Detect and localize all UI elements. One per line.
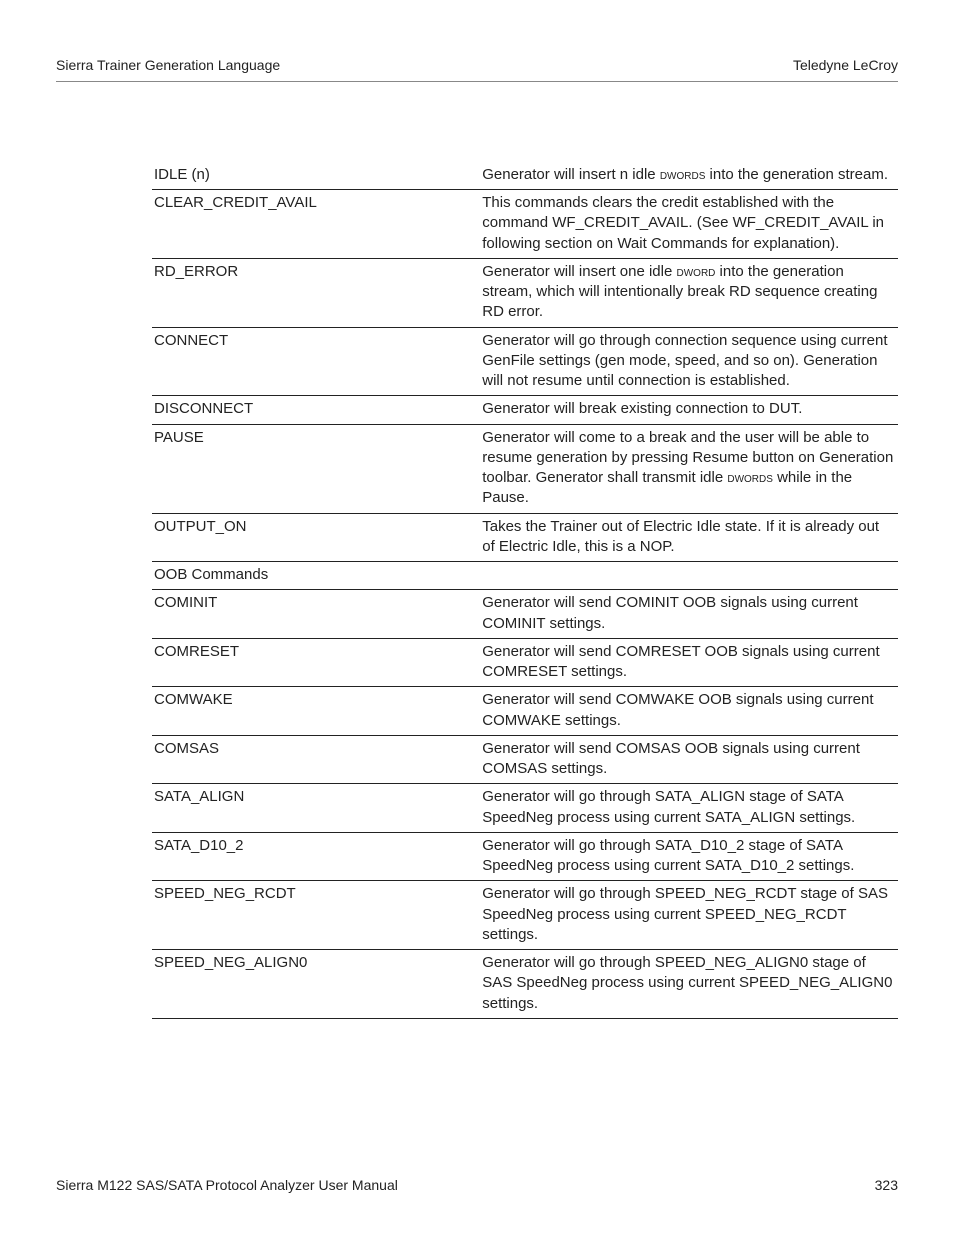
table-bottom-rule — [152, 1018, 898, 1019]
description-cell: Generator will insert one idle dword int… — [480, 258, 898, 327]
command-cell: COMSAS — [152, 735, 480, 784]
command-cell: RD_ERROR — [152, 258, 480, 327]
header-left: Sierra Trainer Generation Language — [56, 56, 280, 75]
description-cell — [480, 562, 898, 590]
footer-left: Sierra M122 SAS/SATA Protocol Analyzer U… — [56, 1176, 398, 1195]
command-cell: OOB Commands — [152, 562, 480, 590]
table-row: COMWAKEGenerator will send COMWAKE OOB s… — [152, 687, 898, 736]
table-row: RD_ERRORGenerator will insert one idle d… — [152, 258, 898, 327]
command-cell: IDLE (n) — [152, 162, 480, 190]
desc-smallcaps: dword — [677, 264, 716, 280]
command-cell: COMINIT — [152, 590, 480, 639]
desc-text: Generator will insert one idle — [482, 263, 676, 280]
description-cell: Takes the Trainer out of Electric Idle s… — [480, 513, 898, 562]
command-cell: CONNECT — [152, 327, 480, 396]
description-cell: Generator will go through connection seq… — [480, 327, 898, 396]
description-cell: Generator will break existing connection… — [480, 396, 898, 424]
table-row: OOB Commands — [152, 562, 898, 590]
table-row: CONNECTGenerator will go through connect… — [152, 327, 898, 396]
desc-text: into the generation stream. — [705, 166, 888, 183]
footer-page-number: 323 — [875, 1176, 898, 1195]
table-row: SATA_ALIGNGenerator will go through SATA… — [152, 784, 898, 833]
table-row: PAUSEGenerator will come to a break and … — [152, 424, 898, 513]
command-cell: CLEAR_CREDIT_AVAIL — [152, 190, 480, 259]
description-cell: Generator will go through SATA_D10_2 sta… — [480, 832, 898, 881]
command-cell: SPEED_NEG_ALIGN0 — [152, 950, 480, 1019]
description-cell: Generator will send COMSAS OOB signals u… — [480, 735, 898, 784]
page: Sierra Trainer Generation Language Teled… — [0, 0, 954, 1235]
description-cell: Generator will come to a break and the u… — [480, 424, 898, 513]
content-area: IDLE (n)Generator will insert n idle dwo… — [56, 162, 898, 1146]
description-cell: Generator will go through SPEED_NEG_RCDT… — [480, 881, 898, 950]
description-cell: This commands clears the credit establis… — [480, 190, 898, 259]
description-cell: Generator will send COMRESET OOB signals… — [480, 638, 898, 687]
description-cell: Generator will send COMWAKE OOB signals … — [480, 687, 898, 736]
page-footer: Sierra M122 SAS/SATA Protocol Analyzer U… — [56, 1146, 898, 1195]
command-cell: SATA_ALIGN — [152, 784, 480, 833]
table-row: COMRESETGenerator will send COMRESET OOB… — [152, 638, 898, 687]
command-cell: SATA_D10_2 — [152, 832, 480, 881]
description-cell: Generator will go through SPEED_NEG_ALIG… — [480, 950, 898, 1019]
description-cell: Generator will insert n idle dwords into… — [480, 162, 898, 190]
table-row: DISCONNECTGenerator will break existing … — [152, 396, 898, 424]
table-row: COMINITGenerator will send COMINIT OOB s… — [152, 590, 898, 639]
desc-smallcaps: dwords — [660, 167, 706, 183]
header-right: Teledyne LeCroy — [793, 56, 898, 75]
table-row: SPEED_NEG_ALIGN0Generator will go throug… — [152, 950, 898, 1019]
desc-text: Generator will insert n idle — [482, 166, 660, 183]
command-cell: DISCONNECT — [152, 396, 480, 424]
description-cell: Generator will go through SATA_ALIGN sta… — [480, 784, 898, 833]
page-header: Sierra Trainer Generation Language Teled… — [56, 56, 898, 82]
table-row: CLEAR_CREDIT_AVAILThis commands clears t… — [152, 190, 898, 259]
command-cell: COMWAKE — [152, 687, 480, 736]
command-cell: PAUSE — [152, 424, 480, 513]
table-row: COMSASGenerator will send COMSAS OOB sig… — [152, 735, 898, 784]
table-row: OUTPUT_ONTakes the Trainer out of Electr… — [152, 513, 898, 562]
desc-smallcaps: dwords — [727, 470, 773, 486]
table-row: IDLE (n)Generator will insert n idle dwo… — [152, 162, 898, 190]
command-table: IDLE (n)Generator will insert n idle dwo… — [152, 162, 898, 1019]
command-cell: COMRESET — [152, 638, 480, 687]
command-cell: OUTPUT_ON — [152, 513, 480, 562]
table-row: SPEED_NEG_RCDTGenerator will go through … — [152, 881, 898, 950]
description-cell: Generator will send COMINIT OOB signals … — [480, 590, 898, 639]
command-cell: SPEED_NEG_RCDT — [152, 881, 480, 950]
table-row: SATA_D10_2Generator will go through SATA… — [152, 832, 898, 881]
